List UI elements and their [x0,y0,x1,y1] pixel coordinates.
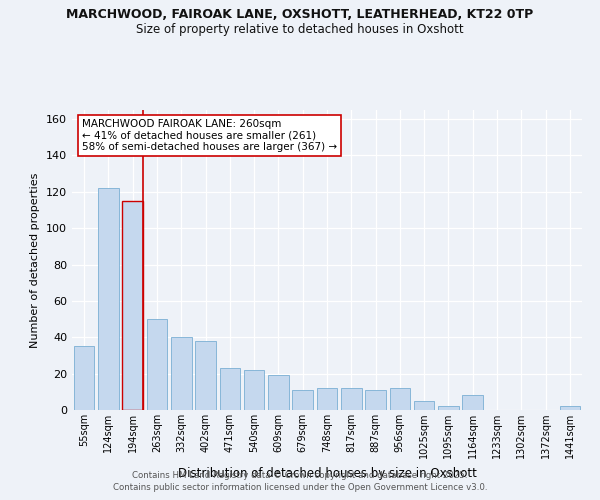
Text: Size of property relative to detached houses in Oxshott: Size of property relative to detached ho… [136,22,464,36]
Bar [414,401,434,410]
Bar [195,341,216,410]
Bar [560,406,580,410]
Bar [389,388,410,410]
Bar [146,319,167,410]
X-axis label: Distribution of detached houses by size in Oxshott: Distribution of detached houses by size … [178,466,476,479]
Bar [463,396,483,410]
Bar [365,390,386,410]
Bar [74,346,94,410]
Bar [171,338,191,410]
Bar [268,376,289,410]
Bar [438,406,459,410]
Y-axis label: Number of detached properties: Number of detached properties [31,172,40,348]
Text: Contains HM Land Registry data © Crown copyright and database right 2025.
Contai: Contains HM Land Registry data © Crown c… [113,471,487,492]
Bar [98,188,119,410]
Bar [220,368,240,410]
Bar [341,388,362,410]
Text: MARCHWOOD, FAIROAK LANE, OXSHOTT, LEATHERHEAD, KT22 0TP: MARCHWOOD, FAIROAK LANE, OXSHOTT, LEATHE… [67,8,533,20]
Text: MARCHWOOD FAIROAK LANE: 260sqm
← 41% of detached houses are smaller (261)
58% of: MARCHWOOD FAIROAK LANE: 260sqm ← 41% of … [82,119,337,152]
Bar [244,370,265,410]
Bar [122,201,143,410]
Bar [292,390,313,410]
Bar [317,388,337,410]
